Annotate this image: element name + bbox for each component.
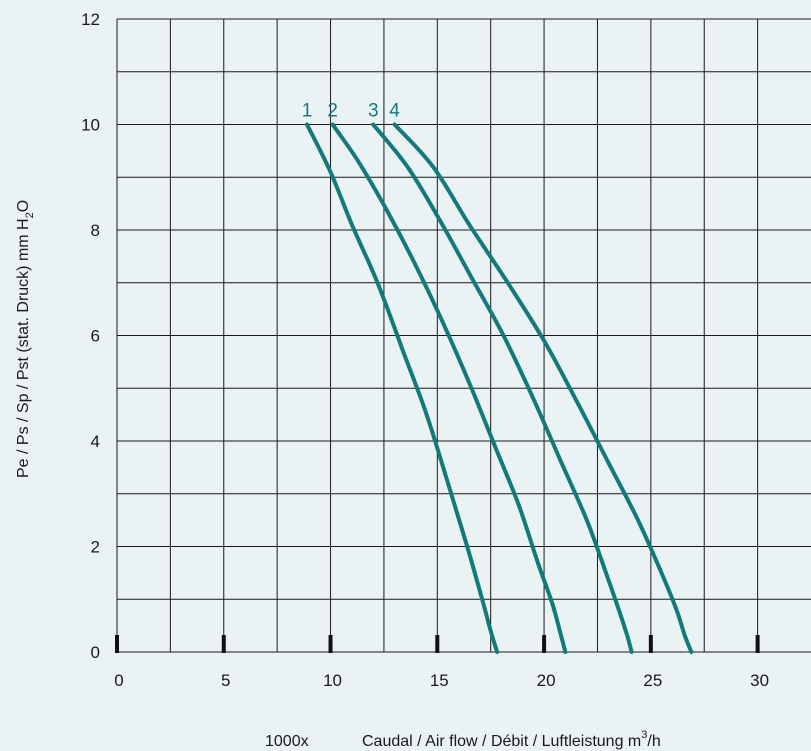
- x-tick-label: 20: [537, 671, 556, 690]
- curve-1: [305, 122, 500, 654]
- x-axis-title-suffix: /h: [647, 733, 660, 750]
- curve-3: [371, 122, 634, 654]
- y-tick-label: 8: [91, 221, 100, 240]
- y-tick-label: 2: [91, 538, 100, 557]
- y-axis-title-sub: 2: [24, 212, 36, 218]
- x-tick-label: 25: [643, 671, 662, 690]
- y-tick-label: 0: [91, 643, 100, 662]
- x-axis-title-main: Caudal / Air flow / Débit / Luftleistung…: [362, 733, 641, 750]
- y-tick-label: 4: [91, 432, 100, 451]
- y-tick-label: 6: [91, 327, 100, 346]
- x-axis-tick-labels: 0 5 10 15 20 25 30: [114, 671, 769, 690]
- x-axis-title: Caudal / Air flow / Débit / Luftleistung…: [362, 729, 661, 750]
- curve-label-4: 4: [389, 101, 400, 122]
- y-tick-label: 10: [81, 116, 100, 135]
- x-tick-label: 5: [221, 671, 230, 690]
- curve-2: [330, 122, 568, 654]
- curve-label-2: 2: [327, 101, 338, 122]
- curve-label-3: 3: [368, 101, 379, 122]
- x-axis-ticks: [115, 635, 760, 653]
- x-tick-label: 30: [750, 671, 769, 690]
- x-axis-title-sup: 3: [641, 729, 647, 741]
- curve-label-1: 1: [302, 101, 313, 122]
- y-axis-title-main: Pe / Ps / Sp / Pst (stat. Druck) mm H: [15, 218, 32, 478]
- y-axis-title-suffix: O: [15, 200, 32, 212]
- x-tick-label: 10: [323, 671, 342, 690]
- curves: [305, 122, 694, 654]
- y-tick-label: 12: [81, 10, 100, 29]
- y-axis-title: Pe / Ps / Sp / Pst (stat. Druck) mm H2O: [15, 200, 36, 478]
- y-axis-tick-labels: 0 2 4 6 8 10 12: [81, 10, 100, 662]
- curve-4: [392, 122, 694, 654]
- x-tick-label: 0: [114, 671, 123, 690]
- x-axis-prefix: 1000x: [265, 733, 309, 750]
- x-tick-label: 15: [430, 671, 449, 690]
